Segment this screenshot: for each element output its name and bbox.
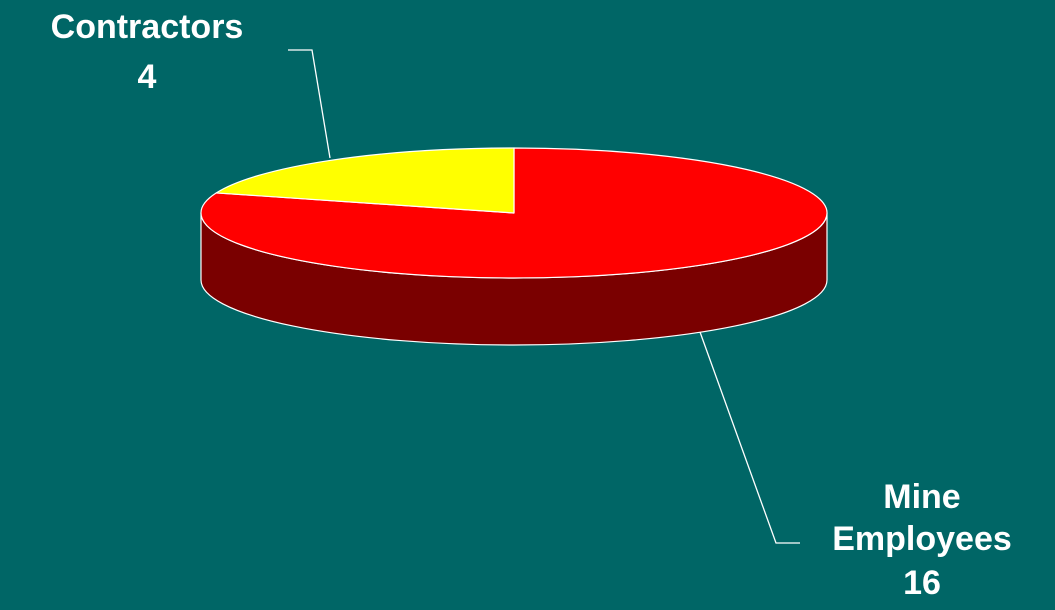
- slice-value-1: 4: [138, 58, 157, 96]
- slice-label-0: Employees: [832, 520, 1012, 558]
- leader-line-1: [288, 49, 331, 159]
- slice-value-0: 16: [903, 564, 941, 602]
- leader-lines: [288, 49, 800, 544]
- leader-line-0: [699, 331, 800, 544]
- slice-label-1: Contractors: [51, 8, 244, 46]
- pie-slice-1: [215, 147, 515, 214]
- slice-labels: Mine Employees 16 Contractors 4: [51, 8, 1012, 602]
- pie-tops: [200, 147, 828, 279]
- slice-label-0: Mine: [883, 478, 960, 516]
